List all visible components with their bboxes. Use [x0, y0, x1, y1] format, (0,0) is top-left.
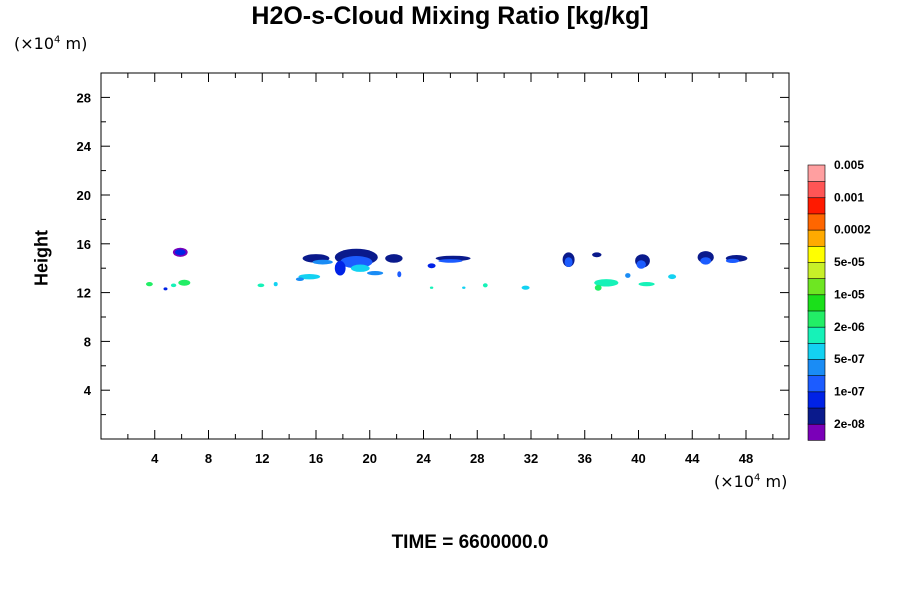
colorbar-label: 0.001 — [834, 190, 864, 204]
cloud-patch — [668, 274, 677, 280]
cloud-patch — [257, 283, 265, 288]
colorbar-swatch — [807, 326, 826, 344]
colorbar-swatch — [807, 391, 826, 409]
cloud-patch — [367, 271, 384, 276]
cloud-patch — [334, 260, 346, 276]
colorbar: 2e-08 1e-07 5e-07 2e-06 1e-05 5e-05 0.0002 0.00… — [807, 158, 871, 441]
colorbar-swatch — [807, 342, 826, 360]
cloud-patch — [521, 285, 530, 290]
colorbar-swatch — [807, 407, 826, 425]
y-tick-label: 24 — [77, 139, 92, 154]
cloud-patch — [174, 249, 186, 256]
chart-title: H2O-s-Cloud Mixing Ratio [kg/kg] — [251, 2, 649, 30]
colorbar-swatch — [807, 277, 826, 296]
cloud-patch — [273, 282, 278, 287]
cloud-patch — [163, 287, 168, 291]
y-tick-label: 12 — [77, 286, 91, 301]
x-tick-label: 16 — [309, 451, 323, 466]
y-tick-label: 28 — [77, 90, 91, 105]
cloud-patch — [385, 254, 403, 263]
colorbar-label: 1e-07 — [834, 385, 865, 399]
y-tick-label: 4 — [84, 383, 92, 398]
colorbar-label: 5e-05 — [834, 255, 865, 269]
cloud-patch — [429, 286, 434, 289]
colorbar-swatch — [807, 180, 826, 199]
colorbar-swatch — [807, 245, 826, 263]
time-label: TIME = 6600000.0 — [391, 532, 549, 553]
colorbar-label: 5e-07 — [834, 352, 865, 366]
cloud-patch — [592, 252, 602, 258]
cloud-patch — [462, 286, 466, 289]
cloud-patch — [482, 283, 488, 288]
cloud-patch — [298, 274, 321, 280]
colorbar-swatch — [807, 213, 826, 231]
cloud-patch — [312, 259, 333, 265]
cloud-patch — [594, 279, 619, 287]
cloud-field — [146, 247, 748, 291]
colorbar-swatch — [807, 310, 826, 328]
cloud-patch — [397, 271, 402, 278]
colorbar-label: 2e-08 — [834, 417, 865, 431]
x-tick-label: 4 — [151, 451, 159, 466]
colorbar-swatch — [807, 294, 826, 312]
cloud-patch — [564, 257, 573, 267]
colorbar-swatch — [807, 374, 826, 393]
colorbar-swatch — [807, 261, 826, 279]
x-unit-label: (×104 m) — [714, 472, 788, 491]
cloud-patch — [636, 260, 646, 269]
colorbar-swatch — [807, 423, 826, 441]
colorbar-swatch — [807, 358, 826, 376]
colorbar-label: 0.005 — [834, 158, 864, 172]
cloud-patch — [638, 282, 655, 287]
y-tick-label: 8 — [84, 334, 91, 349]
cloud-patch — [700, 257, 712, 265]
colorbar-swatch — [807, 164, 826, 182]
x-tick-label: 12 — [255, 451, 269, 466]
cloud-patch — [625, 273, 631, 278]
cloud-patch — [427, 263, 436, 269]
plot-frame — [100, 72, 790, 440]
colorbar-label: 2e-06 — [834, 320, 865, 334]
colorbar-swatch — [807, 229, 826, 247]
y-tick-label: 16 — [77, 237, 91, 252]
colorbar-label: 0.0002 — [834, 223, 871, 237]
cloud-patch — [725, 258, 740, 263]
x-tick-label: 48 — [739, 451, 753, 466]
x-tick-label: 8 — [205, 451, 212, 466]
colorbar-swatch — [807, 197, 826, 215]
x-tick-label: 24 — [416, 451, 431, 466]
cloud-patch — [438, 259, 463, 263]
x-tick-label: 36 — [578, 451, 592, 466]
y-unit-label: (×104 m) — [14, 34, 88, 53]
x-tick-label: 44 — [685, 451, 700, 466]
cloud-patch — [350, 264, 370, 272]
cloud-patch — [295, 277, 304, 282]
y-tick-label: 20 — [77, 188, 91, 203]
colorbar-label: 1e-05 — [834, 287, 865, 301]
x-tick-label: 20 — [363, 451, 377, 466]
cloud-patch — [170, 283, 177, 288]
cloud-patch — [146, 282, 153, 287]
cloud-patch — [594, 284, 602, 291]
x-tick-label: 28 — [470, 451, 484, 466]
x-tick-label: 32 — [524, 451, 538, 466]
x-tick-label: 40 — [631, 451, 645, 466]
cloud-patch — [178, 279, 191, 286]
